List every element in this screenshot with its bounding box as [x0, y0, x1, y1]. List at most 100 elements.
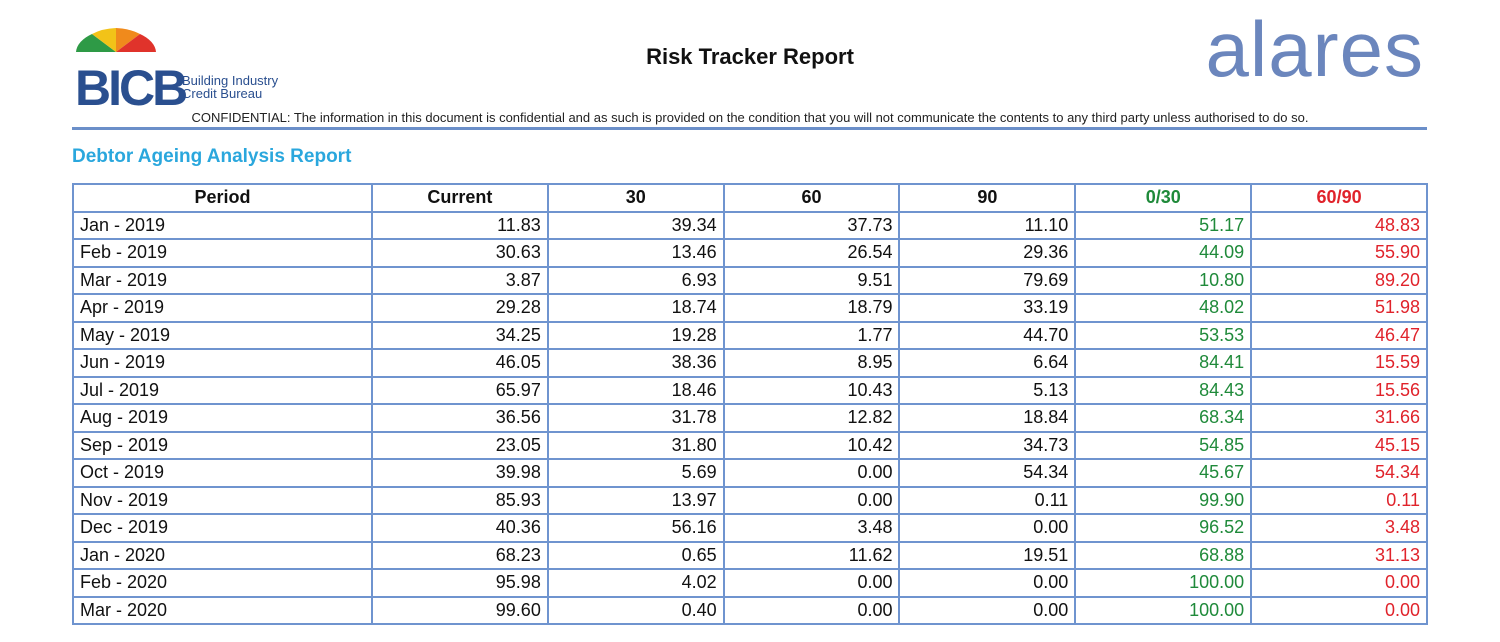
value-cell: 84.41 [1074, 348, 1253, 378]
period-cell: Aug - 2019 [72, 403, 373, 433]
value-cell: 30.63 [371, 238, 549, 268]
value-cell: 13.46 [546, 238, 725, 268]
value-cell: 44.09 [1074, 238, 1253, 268]
value-cell: 84.43 [1074, 375, 1253, 405]
table-row: Oct - 2019 39.98 5.69 0.00 54.34 45.67 54.34 [72, 458, 1428, 488]
value-cell: 96.52 [1074, 513, 1253, 543]
value-cell: 31.13 [1250, 540, 1428, 570]
value-cell: 51.98 [1250, 293, 1428, 323]
value-cell: 0.00 [898, 568, 1077, 598]
value-cell: 39.98 [371, 458, 549, 488]
value-cell: 65.97 [371, 375, 549, 405]
value-cell: 51.17 [1074, 210, 1253, 240]
section-title: Debtor Ageing Analysis Report [72, 146, 352, 167]
ageing-table: Period Current 30 60 90 0/30 60/90 Jan - 2019 1… [72, 183, 1428, 625]
table-row: Nov - 2019 85.93 13.97 0.00 0.11 99.90 0.11 [72, 485, 1428, 515]
logo-line: Credit Bureau [182, 86, 263, 101]
column-header: 0/30 [1074, 183, 1253, 213]
value-cell: 0.00 [722, 485, 901, 515]
value-cell: 12.82 [722, 403, 901, 433]
value-cell: 68.88 [1074, 540, 1253, 570]
value-cell: 100.00 [1074, 595, 1253, 625]
value-cell: 44.70 [898, 320, 1077, 350]
value-cell: 31.80 [546, 430, 725, 460]
value-cell: 89.20 [1250, 265, 1428, 295]
value-cell: 3.87 [371, 265, 549, 295]
value-cell: 38.36 [546, 348, 725, 378]
value-cell: 54.34 [1250, 458, 1428, 488]
period-cell: Apr - 2019 [72, 293, 373, 323]
period-cell: Feb - 2019 [72, 238, 373, 268]
value-cell: 10.42 [722, 430, 901, 460]
value-cell: 11.62 [722, 540, 901, 570]
value-cell: 11.10 [898, 210, 1077, 240]
value-cell: 85.93 [371, 485, 549, 515]
table-row: Jun - 2019 46.05 38.36 8.95 6.64 84.41 15.59 [72, 348, 1428, 378]
value-cell: 79.69 [898, 265, 1077, 295]
value-cell: 18.84 [898, 403, 1077, 433]
table-row: Aug - 2019 36.56 31.78 12.82 18.84 68.34 31.66 [72, 403, 1428, 433]
logo: BICB Building Industry Credit Bureau [72, 26, 302, 113]
table-row: Jan - 2020 68.23 0.65 11.62 19.51 68.88 31.13 [72, 540, 1428, 570]
table-row: Apr - 2019 29.28 18.74 18.79 33.19 48.02 51.98 [72, 293, 1428, 323]
brand-logo: alares [1205, 5, 1424, 93]
value-cell: 54.85 [1074, 430, 1253, 460]
value-cell: 68.34 [1074, 403, 1253, 433]
column-header: 30 [546, 183, 725, 213]
value-cell: 0.11 [898, 485, 1077, 515]
period-cell: Feb - 2020 [72, 568, 373, 598]
value-cell: 26.54 [722, 238, 901, 268]
period-cell: Jun - 2019 [72, 348, 373, 378]
period-cell: Oct - 2019 [72, 458, 373, 488]
value-cell: 33.19 [898, 293, 1077, 323]
value-cell: 0.00 [1250, 595, 1428, 625]
period-cell: Mar - 2020 [72, 595, 373, 625]
value-cell: 10.43 [722, 375, 901, 405]
value-cell: 6.64 [898, 348, 1077, 378]
column-header: Period [72, 183, 373, 213]
value-cell: 0.00 [722, 595, 901, 625]
value-cell: 54.34 [898, 458, 1077, 488]
value-cell: 100.00 [1074, 568, 1253, 598]
value-cell: 19.51 [898, 540, 1077, 570]
logo-line: Building Industry [182, 73, 279, 88]
logo-text: Building Industry Credit Bureau [182, 74, 278, 100]
value-cell: 9.51 [722, 265, 901, 295]
table-row: Jan - 2019 11.83 39.34 37.73 11.10 51.17 48.83 [72, 210, 1428, 240]
column-header: 60/90 [1250, 183, 1428, 213]
value-cell: 56.16 [546, 513, 725, 543]
value-cell: 99.60 [371, 595, 549, 625]
value-cell: 95.98 [371, 568, 549, 598]
value-cell: 18.74 [546, 293, 725, 323]
value-cell: 55.90 [1250, 238, 1428, 268]
value-cell: 39.34 [546, 210, 725, 240]
value-cell: 15.59 [1250, 348, 1428, 378]
table-row: Jul - 2019 65.97 18.46 10.43 5.13 84.43 15.56 [72, 375, 1428, 405]
value-cell: 29.36 [898, 238, 1077, 268]
value-cell: 10.80 [1074, 265, 1253, 295]
value-cell: 5.69 [546, 458, 725, 488]
period-cell: Dec - 2019 [72, 513, 373, 543]
value-cell: 11.83 [371, 210, 549, 240]
value-cell: 4.02 [546, 568, 725, 598]
value-cell: 0.00 [898, 513, 1077, 543]
column-header: Current [371, 183, 549, 213]
value-cell: 68.23 [371, 540, 549, 570]
value-cell: 45.67 [1074, 458, 1253, 488]
value-cell: 13.97 [546, 485, 725, 515]
value-cell: 0.40 [546, 595, 725, 625]
value-cell: 15.56 [1250, 375, 1428, 405]
column-header: 60 [722, 183, 901, 213]
value-cell: 6.93 [546, 265, 725, 295]
value-cell: 53.53 [1074, 320, 1253, 350]
confidential-note: CONFIDENTIAL: The information in this do… [191, 110, 1309, 125]
value-cell: 40.36 [371, 513, 549, 543]
value-cell: 19.28 [546, 320, 725, 350]
value-cell: 37.73 [722, 210, 901, 240]
value-cell: 0.65 [546, 540, 725, 570]
table-row: Feb - 2019 30.63 13.46 26.54 29.36 44.09 55.90 [72, 238, 1428, 268]
period-cell: Nov - 2019 [72, 485, 373, 515]
value-cell: 48.83 [1250, 210, 1428, 240]
value-cell: 3.48 [1250, 513, 1428, 543]
report-title: Risk Tracker Report [646, 44, 854, 69]
